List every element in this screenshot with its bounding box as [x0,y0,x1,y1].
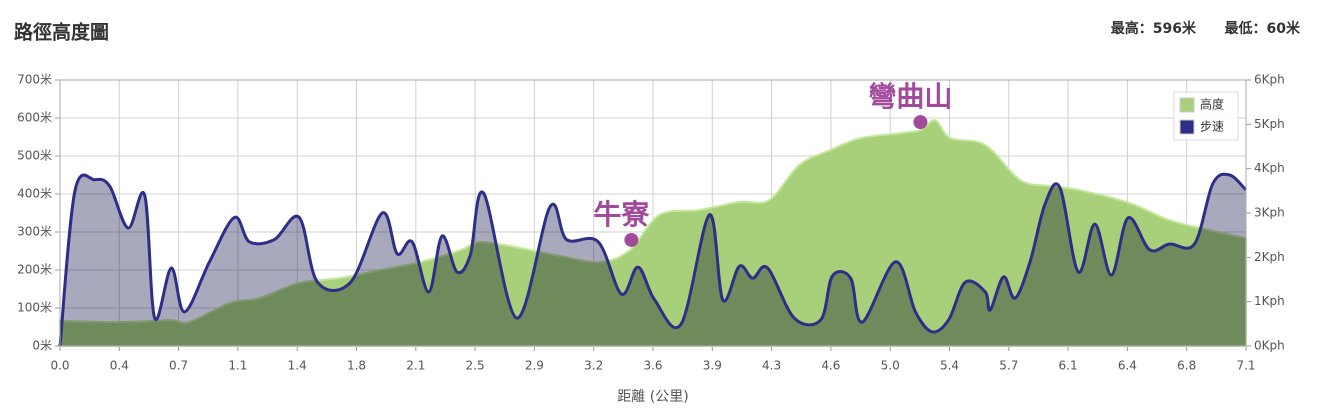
x-tick-label: 6.1 [1059,359,1078,373]
y-tick-label: 500米 [17,149,52,163]
y2-tick-label: 3Kph [1254,206,1285,220]
y2-tick-label: 0Kph [1254,339,1285,353]
x-tick-label: 7.1 [1236,359,1255,373]
x-tick-label: 2.1 [406,359,425,373]
y-tick-label: 300米 [17,225,52,239]
speed-area [60,174,1246,346]
speed-line [58,172,1248,347]
x-tick-label: 1.1 [228,359,247,373]
y-tick-label: 100米 [17,301,52,315]
x-tick-label: 2.5 [466,359,485,373]
x-tick-label: 5.7 [999,359,1018,373]
y-tick-label: 400米 [17,187,52,201]
x-tick-label: 3.2 [584,359,603,373]
chart-title: 路徑高度圖 [14,21,109,44]
y2-tick-label: 1Kph [1254,294,1285,308]
annotation-marker [624,232,639,247]
x-tick-label: 5.0 [881,359,900,373]
y2-tick-label: 2Kph [1254,250,1285,264]
legend-swatch [1179,119,1195,135]
y-tick-label: 600米 [17,111,52,125]
x-tick-label: 0.0 [50,359,69,373]
annotation-label: 牛寮 [593,198,650,231]
x-axis-title: 距離 (公里) [617,388,688,405]
y-tick-label: 0米 [32,339,52,353]
y-tick-label: 200米 [17,263,52,277]
y2-tick-label: 6Kph [1254,73,1285,87]
y2-tick-label: 5Kph [1254,117,1285,131]
y-tick-label: 700米 [17,73,52,87]
x-tick-label: 0.7 [169,359,188,373]
x-tick-label: 4.6 [821,359,840,373]
x-tick-label: 5.4 [940,359,959,373]
x-tick-label: 3.6 [643,359,662,373]
x-tick-label: 1.8 [347,359,366,373]
x-tick-label: 0.4 [110,359,129,373]
legend-label: 高度 [1200,97,1224,112]
min-stat: 最低：60米 [1225,20,1301,37]
x-tick-label: 4.3 [762,359,781,373]
legend-label: 步速 [1200,120,1224,134]
plot-frame [59,79,1247,347]
y2-tick-label: 4Kph [1254,161,1285,175]
legend-swatch [1179,97,1195,113]
annotation-marker [913,115,928,130]
annotation-label: 彎曲山 [868,80,952,113]
x-tick-label: 1.4 [288,359,307,373]
x-tick-label: 3.9 [703,359,722,373]
x-tick-label: 6.4 [1118,359,1137,373]
x-tick-label: 6.8 [1177,359,1196,373]
x-tick-label: 2.9 [525,359,544,373]
max-stat: 最高：596米 [1111,20,1197,37]
